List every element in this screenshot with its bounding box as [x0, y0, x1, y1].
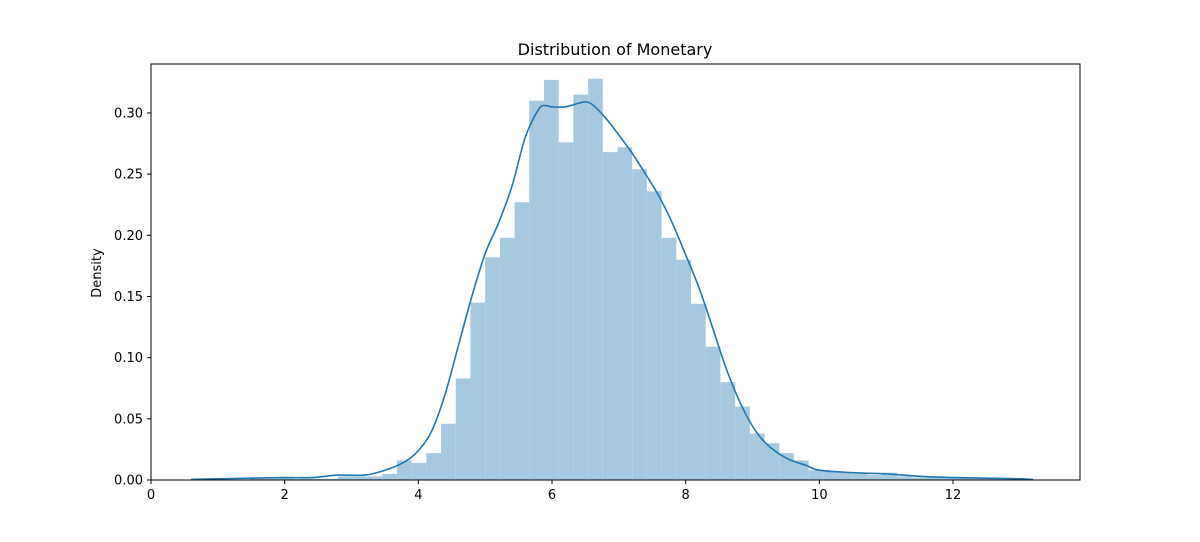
- plot-frame: [150, 63, 1081, 481]
- histogram-bar: [779, 453, 794, 480]
- chart-title: Distribution of Monetary: [518, 40, 713, 59]
- histogram-bar: [852, 473, 868, 480]
- histogram-bar: [749, 433, 765, 480]
- histogram-bar: [882, 472, 897, 480]
- histogram-bar: [632, 169, 647, 481]
- histogram-bar: [499, 237, 515, 480]
- y-tick-label: 0.05: [114, 412, 143, 427]
- histogram-bar: [940, 477, 956, 480]
- histogram-bar: [588, 78, 603, 481]
- histogram-bar: [441, 423, 456, 480]
- histogram-bar: [720, 382, 736, 480]
- histogram-bar: [470, 302, 486, 480]
- histogram-bar: [911, 477, 927, 480]
- kde-curve-layer: [191, 101, 1034, 481]
- y-tick-label: 0.15: [114, 290, 143, 305]
- histogram-bar: [529, 100, 544, 481]
- histogram-bar: [808, 470, 824, 480]
- y-tick-label: 0.30: [114, 106, 143, 121]
- histogram-bar: [382, 473, 397, 480]
- histogram-bar: [823, 471, 839, 480]
- histogram-bar: [308, 478, 324, 480]
- y-axis-label: Density: [90, 248, 105, 298]
- x-tick-label: 6: [548, 488, 556, 503]
- x-tick-label: 0: [147, 488, 155, 503]
- histogram-bar: [543, 79, 559, 480]
- histogram-bar: [396, 460, 412, 480]
- histogram-bar: [764, 443, 780, 480]
- histogram-bar: [838, 472, 853, 480]
- histogram-bar: [485, 257, 500, 480]
- histogram-bar: [367, 476, 383, 480]
- x-tick-label: 8: [682, 488, 690, 503]
- histogram-bar: [338, 476, 353, 480]
- histogram-bar: [602, 152, 618, 480]
- histogram-bar: [999, 478, 1015, 480]
- histogram-bar: [896, 476, 912, 480]
- histogram-bar: [249, 478, 265, 480]
- histogram-bar: [323, 478, 339, 480]
- kde-line: [191, 101, 1034, 481]
- y-axis-ticks: 0.00 0.05 0.10 0.15 0.20 0.25 0.30: [114, 106, 151, 489]
- histogram-bar: [646, 191, 662, 480]
- histogram-bar: [691, 303, 706, 480]
- histogram-bar: [573, 94, 589, 481]
- histogram-bar: [411, 462, 427, 480]
- x-axis-ticks: 0 2 4 6 8 10 12: [147, 480, 961, 503]
- histogram-bar: [705, 346, 721, 480]
- histogram-bar: [985, 478, 1000, 480]
- histogram-bar: [955, 477, 971, 480]
- x-tick-label: 2: [281, 488, 289, 503]
- y-tick-label: 0.25: [114, 168, 143, 183]
- x-tick-label: 10: [811, 488, 828, 503]
- x-tick-label: 12: [945, 488, 962, 503]
- histogram-bar: [279, 477, 295, 480]
- histogram-bar: [455, 378, 471, 480]
- histogram-bar: [352, 476, 368, 480]
- histogram-bar: [617, 147, 633, 480]
- histogram-bar: [558, 142, 574, 480]
- histogram-bar: [676, 259, 692, 480]
- histogram-bars: [191, 78, 1030, 481]
- histogram-bar: [661, 237, 677, 480]
- y-tick-label: 0.10: [114, 351, 143, 366]
- histogram-bar: [426, 453, 442, 480]
- histogram-bar: [514, 202, 530, 480]
- x-tick-label: 4: [414, 488, 422, 503]
- y-tick-label: 0.20: [114, 229, 143, 244]
- histogram-bar: [926, 477, 941, 480]
- y-tick-label: 0.00: [114, 474, 143, 489]
- histogram-bar: [735, 406, 750, 480]
- histogram-bar: [294, 478, 309, 480]
- histogram-bar: [867, 475, 883, 480]
- histogram-bar: [264, 478, 280, 480]
